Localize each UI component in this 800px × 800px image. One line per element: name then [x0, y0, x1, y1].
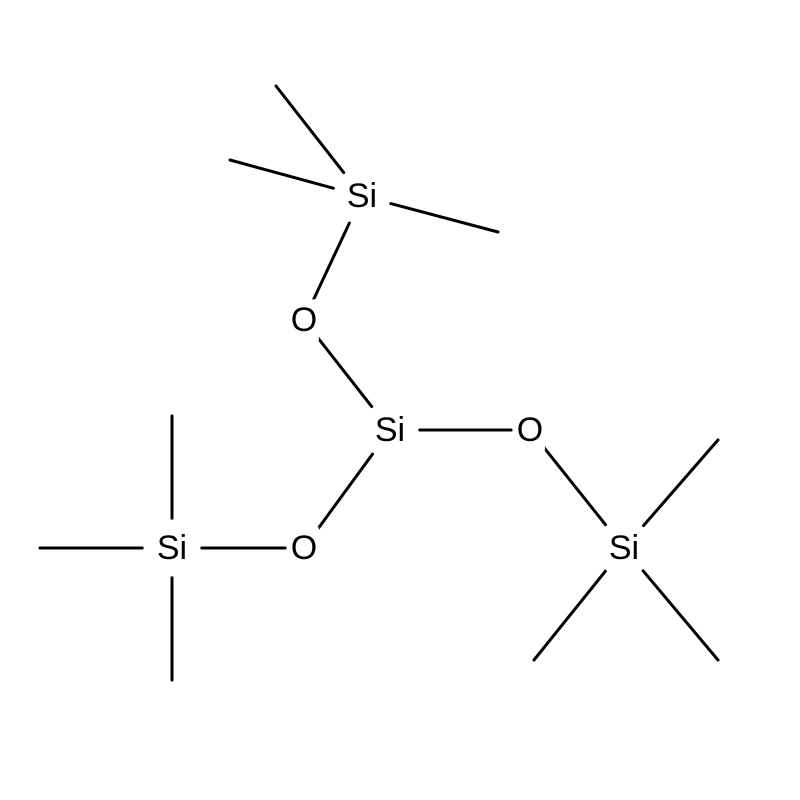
molecule-diagram: Si O Si O Si O Si	[0, 0, 800, 800]
bond	[643, 571, 718, 660]
bond	[534, 571, 605, 660]
atom-label: O	[517, 411, 543, 449]
bond	[230, 160, 333, 188]
labels-layer: Si O Si O Si O Si	[146, 175, 650, 568]
atom-label: Si	[609, 529, 639, 567]
bond	[315, 454, 372, 533]
bond	[276, 86, 344, 173]
bond	[391, 204, 498, 232]
atom-label: Si	[157, 529, 187, 567]
bond	[542, 445, 606, 525]
bond	[312, 223, 349, 303]
bonds-layer	[40, 86, 718, 680]
atom-label: Si	[347, 177, 377, 215]
atom-label: O	[291, 301, 317, 339]
atom-label: O	[291, 529, 317, 567]
bond	[644, 440, 719, 526]
bond	[316, 335, 372, 407]
atom-label: Si	[375, 411, 405, 449]
